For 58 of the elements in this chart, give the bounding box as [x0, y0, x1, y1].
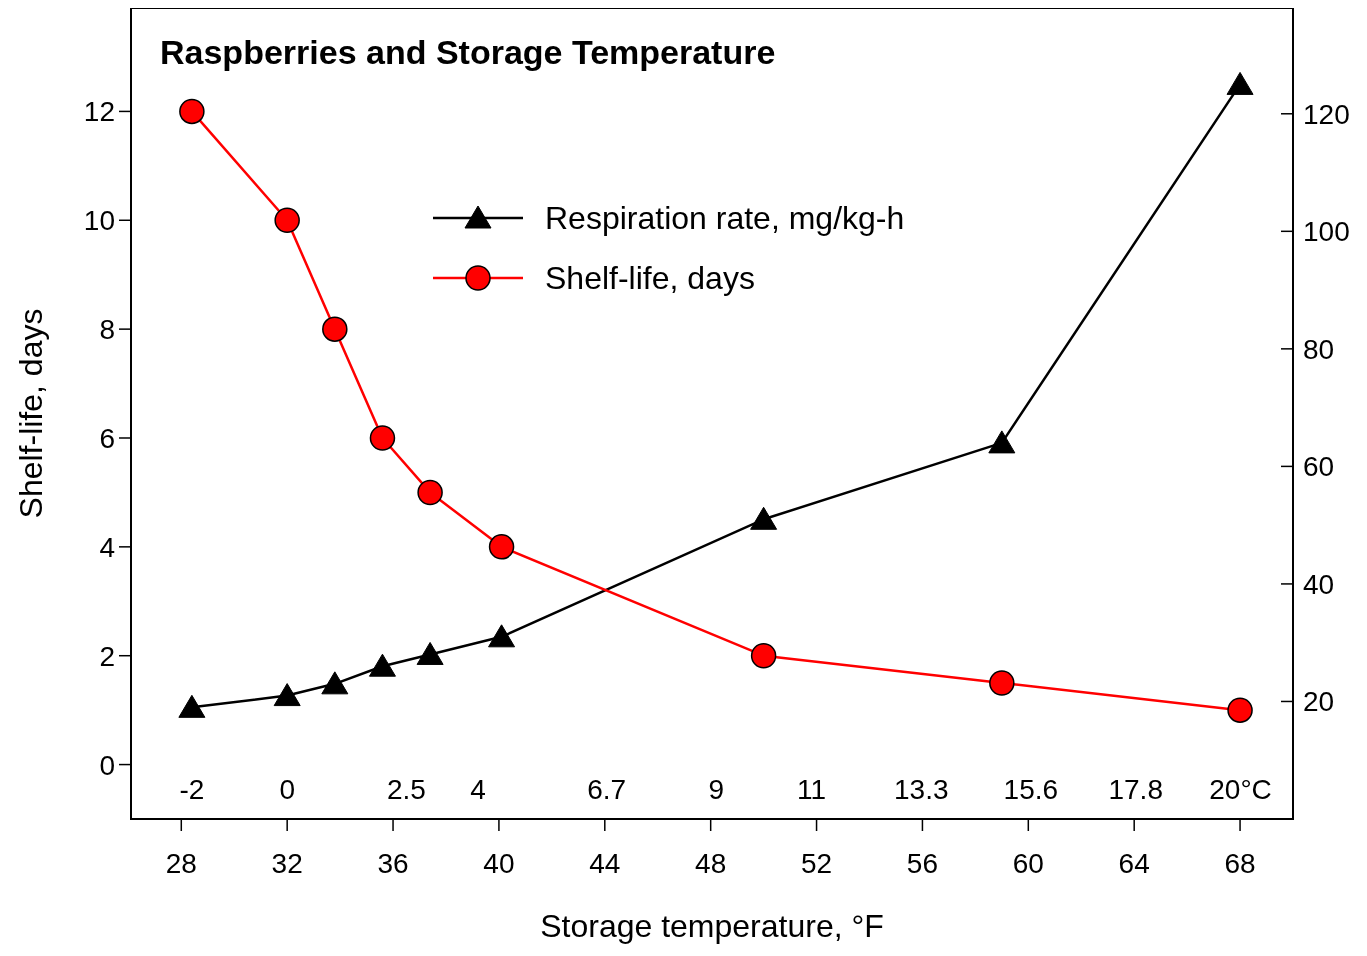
x2-tick-label: 17.8: [1108, 774, 1163, 805]
x2-tick-label: 9: [708, 774, 725, 805]
x2-tick-label: 4: [470, 774, 486, 805]
x-axis-title: Storage temperature, °F: [540, 908, 884, 944]
point: [1227, 697, 1253, 723]
x-tick-label: 56: [906, 848, 939, 879]
point: [750, 642, 777, 669]
point: [988, 430, 1016, 454]
y2-tick-label: 80: [1303, 333, 1335, 365]
x-tick-label: 28: [165, 848, 197, 879]
point: [273, 683, 301, 707]
point: [178, 694, 206, 718]
x2-tick-label: 13.3: [893, 774, 949, 805]
y-tick-label: 6: [99, 422, 115, 454]
y2-tick-label: 120: [1303, 98, 1350, 130]
x-tick-label: 48: [695, 848, 727, 879]
y2-tick-label: 100: [1303, 216, 1350, 248]
x-tick-label: 32: [271, 848, 303, 879]
x2-tick-label: 6.7: [587, 774, 627, 805]
x-tick-label: 40: [483, 848, 515, 879]
y-axis-title: Shelf-life, days: [13, 308, 49, 519]
x2-tick-label: 2.5: [387, 774, 426, 805]
point: [179, 98, 205, 125]
point: [369, 425, 396, 451]
x-tick-label: 36: [377, 848, 409, 879]
y-tick-label: 4: [99, 531, 115, 563]
point: [322, 316, 348, 342]
x2-tick-label: -2: [179, 774, 205, 805]
point: [488, 534, 515, 560]
point: [274, 207, 300, 234]
point: [1226, 71, 1254, 95]
x2-tick-label: 11: [797, 774, 827, 805]
y2-tick-label: 60: [1303, 451, 1335, 483]
point: [321, 671, 349, 695]
y-tick-label: 2: [99, 640, 115, 672]
x2-tick-label: 15.6: [1003, 774, 1059, 805]
y-tick-label: 0: [99, 749, 115, 781]
point: [416, 641, 444, 665]
x2-tick-label: 0: [279, 774, 296, 805]
point: [750, 506, 778, 530]
x2-tick-label: 20°C: [1209, 774, 1272, 805]
legend-label: Shelf-life, days: [545, 260, 755, 296]
y-tick-label: 8: [99, 314, 115, 346]
y-tick-label: 12: [83, 96, 115, 128]
x-tick-label: 60: [1012, 848, 1044, 879]
x-tick-label: 64: [1118, 848, 1150, 879]
y2-tick-label: 40: [1303, 568, 1335, 600]
x-tick-label: 68: [1224, 848, 1256, 879]
point: [989, 670, 1015, 696]
legend-label: Respiration rate, mg/kg-h: [545, 200, 905, 236]
point: [417, 479, 443, 506]
text: Raspberries and Storage Temperature: [160, 33, 776, 71]
x-tick-label: 52: [800, 848, 833, 879]
point: [368, 653, 396, 677]
y-tick-label: 10: [83, 205, 115, 237]
y2-tick-label: 20: [1303, 686, 1335, 718]
point: [488, 624, 516, 648]
x-tick-label: 44: [589, 848, 621, 879]
